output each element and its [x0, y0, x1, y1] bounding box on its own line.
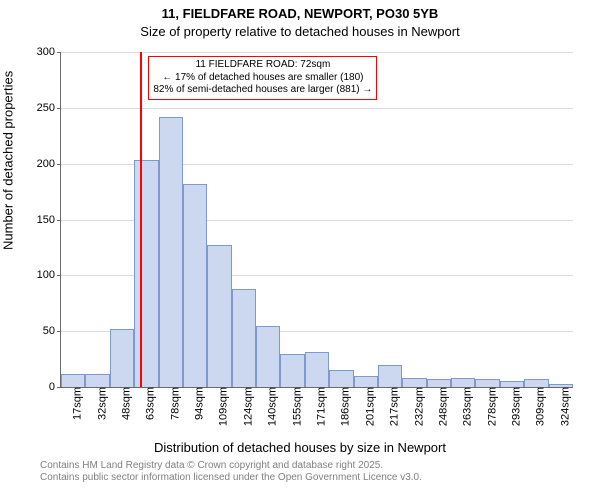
y-tick-label: 250 — [37, 102, 61, 114]
y-tick-label: 100 — [37, 269, 61, 281]
callout-line-1: 11 FIELDFARE ROAD: 72sqm — [153, 59, 372, 72]
x-tick-label: 278sqm — [482, 387, 498, 426]
histogram-bar — [207, 245, 231, 387]
histogram-bar — [427, 379, 451, 387]
y-tick-label: 0 — [49, 381, 61, 393]
x-axis-label: Distribution of detached houses by size … — [0, 440, 600, 455]
x-tick-label: 32sqm — [92, 387, 108, 420]
x-tick-label: 155sqm — [287, 387, 303, 426]
x-tick-label: 109sqm — [214, 387, 230, 426]
gridline — [61, 52, 573, 53]
x-tick-label: 17sqm — [68, 387, 84, 420]
reference-line — [140, 52, 142, 387]
y-tick-label: 50 — [43, 325, 61, 337]
x-tick-label: 309sqm — [531, 387, 547, 426]
x-tick-label: 232sqm — [409, 387, 425, 426]
x-tick-label: 263sqm — [458, 387, 474, 426]
footer-line-2: Contains public sector information licen… — [40, 472, 422, 484]
y-tick-label: 200 — [37, 158, 61, 170]
histogram-bar — [475, 379, 499, 387]
histogram-bar — [524, 379, 548, 387]
chart-title: 11, FIELDFARE ROAD, NEWPORT, PO30 5YB — [0, 6, 600, 21]
histogram-bar — [378, 365, 402, 387]
x-tick-label: 63sqm — [141, 387, 157, 420]
histogram-bar — [329, 370, 353, 387]
x-tick-label: 140sqm — [263, 387, 279, 426]
footer-line-1: Contains HM Land Registry data © Crown c… — [40, 460, 422, 472]
histogram-bar — [305, 352, 329, 387]
callout-line-3: 82% of semi-detached houses are larger (… — [153, 84, 372, 97]
histogram-bar — [402, 378, 426, 387]
y-tick-label: 150 — [37, 214, 61, 226]
chart-footer: Contains HM Land Registry data © Crown c… — [40, 460, 422, 484]
chart-subtitle: Size of property relative to detached ho… — [0, 24, 600, 39]
x-tick-label: 124sqm — [238, 387, 254, 426]
x-tick-label: 94sqm — [190, 387, 206, 420]
histogram-bar — [110, 329, 134, 387]
callout-line-2: ← 17% of detached houses are smaller (18… — [153, 72, 372, 85]
callout-box: 11 FIELDFARE ROAD: 72sqm← 17% of detache… — [148, 56, 377, 100]
plot-area: 05010015020025030017sqm32sqm48sqm63sqm78… — [60, 52, 573, 388]
histogram-bar — [280, 354, 304, 388]
histogram-bar — [232, 289, 256, 387]
x-tick-label: 217sqm — [385, 387, 401, 426]
x-tick-label: 248sqm — [433, 387, 449, 426]
x-tick-label: 78sqm — [165, 387, 181, 420]
histogram-bar — [256, 326, 280, 387]
x-tick-label: 186sqm — [336, 387, 352, 426]
histogram-bar — [85, 374, 109, 387]
chart-container: { "title": "11, FIELDFARE ROAD, NEWPORT,… — [0, 0, 600, 500]
x-tick-label: 171sqm — [312, 387, 328, 426]
x-tick-label: 293sqm — [507, 387, 523, 426]
histogram-bar — [354, 376, 378, 387]
x-tick-label: 201sqm — [360, 387, 376, 426]
x-tick-label: 324sqm — [555, 387, 571, 426]
gridline — [61, 108, 573, 109]
histogram-bar — [183, 184, 207, 387]
histogram-bar — [61, 374, 85, 387]
histogram-bar — [134, 160, 158, 387]
x-tick-label: 48sqm — [116, 387, 132, 420]
y-axis-label: Number of detached properties — [1, 71, 16, 250]
histogram-bar — [451, 378, 475, 387]
y-tick-label: 300 — [37, 46, 61, 58]
histogram-bar — [159, 117, 183, 387]
